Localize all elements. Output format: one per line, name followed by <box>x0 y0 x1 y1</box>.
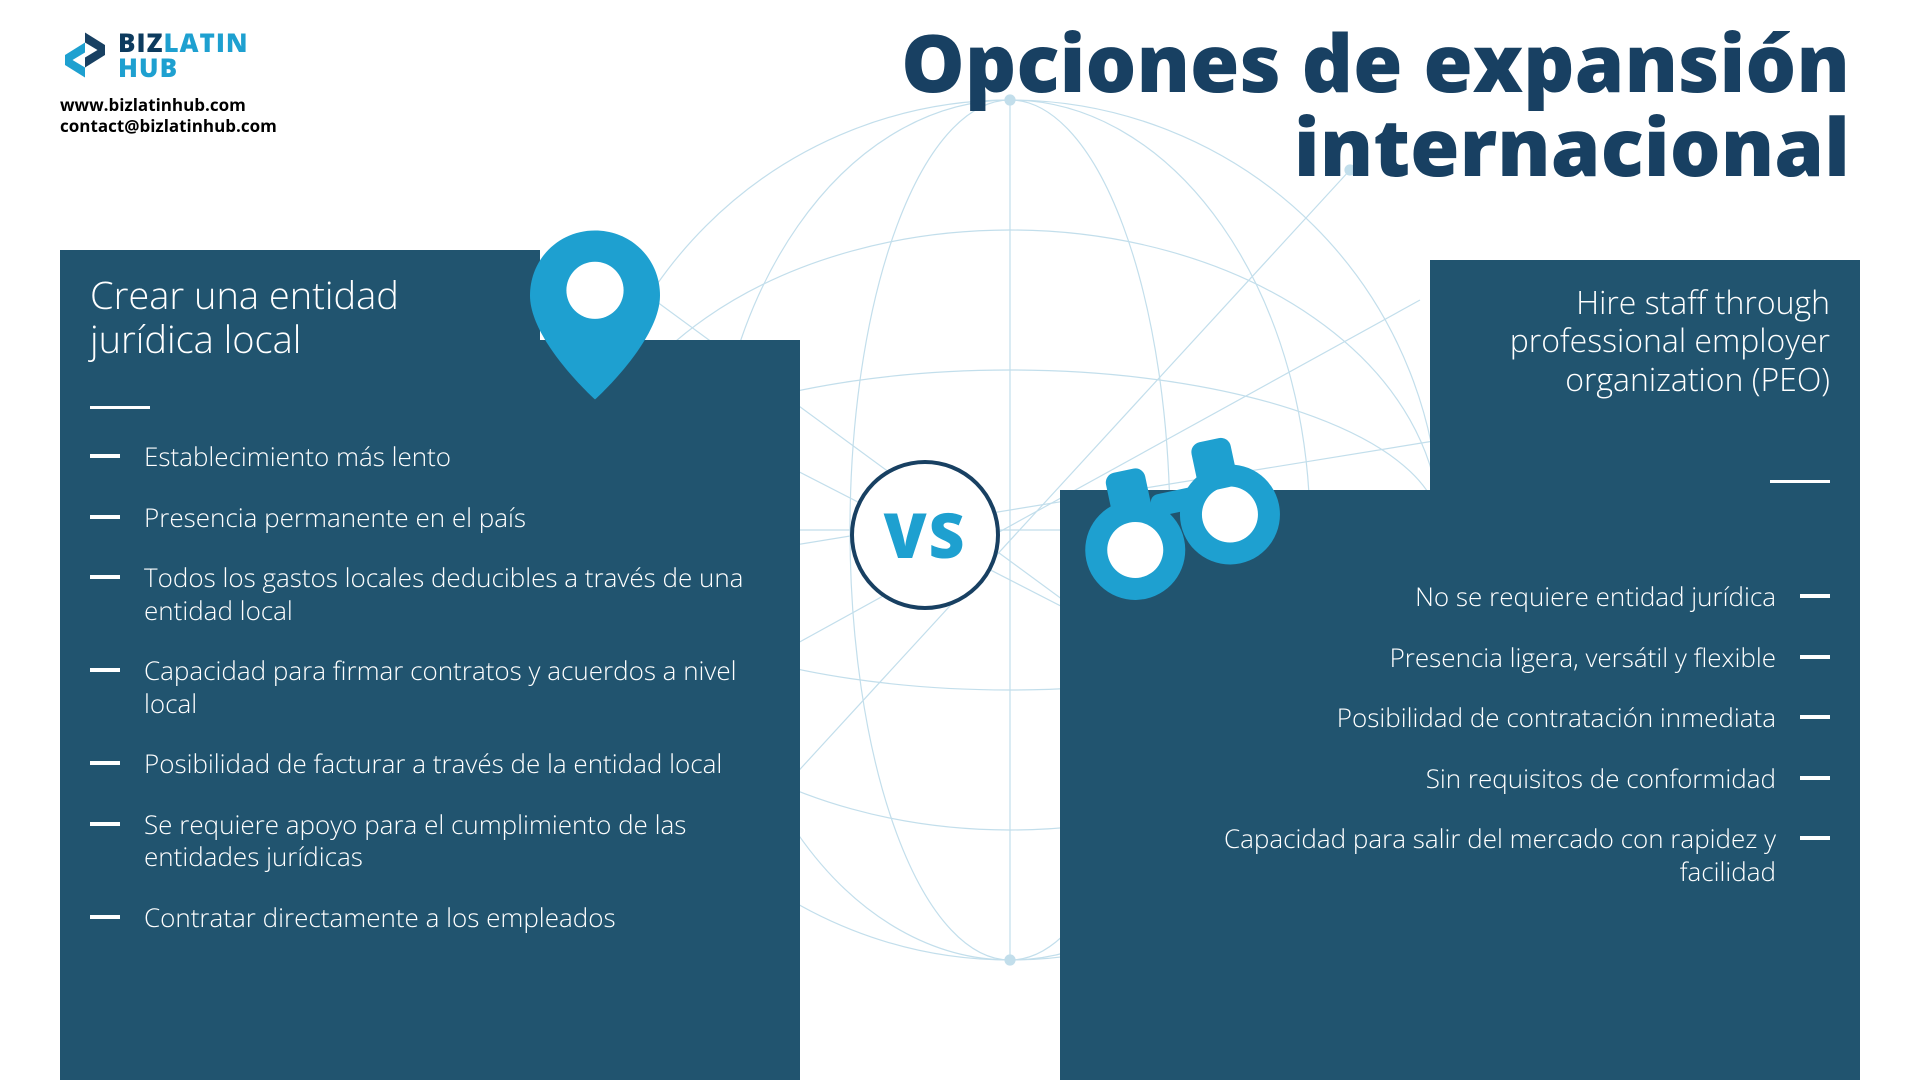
left-item: Se requiere apoyo para el cumplimiento d… <box>90 808 770 873</box>
brand-logo: BIZLATIN HUB <box>60 30 277 80</box>
dash-icon <box>90 515 120 519</box>
vs-badge: VS <box>850 460 1000 610</box>
brand-block: BIZLATIN HUB www.bizlatinhub.com contact… <box>60 30 277 137</box>
right-item-text: Posibilidad de contratación inmediata <box>1337 701 1776 734</box>
brand-email: contact@bizlatinhub.com <box>60 115 277 136</box>
left-item-text: Posibilidad de facturar a través de la e… <box>144 747 722 780</box>
left-item: Establecimiento más lento <box>90 440 770 473</box>
left-item: Presencia permanente en el país <box>90 501 770 534</box>
page-title: Opciones de expansión internacional <box>901 20 1850 188</box>
right-item-text: No se requiere entidad jurídica <box>1415 580 1776 613</box>
left-item-text: Capacidad para firmar contratos y acuerd… <box>144 654 770 719</box>
right-item: Capacidad para salir del mercado con rap… <box>1110 822 1830 887</box>
dash-icon <box>90 761 120 765</box>
left-panel-heading: Crear una entidad jurídica local <box>60 250 540 390</box>
vs-label: VS <box>884 493 967 577</box>
right-list: No se requiere entidad jurídica Presenci… <box>1110 580 1830 915</box>
right-item: Sin requisitos de conformidad <box>1110 762 1830 795</box>
dash-icon <box>90 822 120 826</box>
left-item-text: Se requiere apoyo para el cumplimiento d… <box>144 808 770 873</box>
dash-icon <box>1800 655 1830 659</box>
right-item-text: Presencia ligera, versátil y flexible <box>1390 641 1776 674</box>
left-item: Capacidad para firmar contratos y acuerd… <box>90 654 770 719</box>
dash-icon <box>1800 836 1830 840</box>
dash-icon <box>90 668 120 672</box>
right-item-text: Sin requisitos de conformidad <box>1426 762 1776 795</box>
right-item-text: Capacidad para salir del mercado con rap… <box>1156 822 1776 887</box>
left-item: Todos los gastos locales deducibles a tr… <box>90 561 770 626</box>
left-item-text: Todos los gastos locales deducibles a tr… <box>144 561 770 626</box>
left-list: Establecimiento más lento Presencia perm… <box>90 440 770 961</box>
dash-icon <box>1800 594 1830 598</box>
left-item-text: Establecimiento más lento <box>144 440 451 473</box>
dash-icon <box>90 915 120 919</box>
left-item: Posibilidad de facturar a través de la e… <box>90 747 770 780</box>
map-pin-icon <box>530 230 660 400</box>
dash-icon <box>90 575 120 579</box>
left-heading-underline <box>90 406 150 409</box>
brand-name-hub: HUB <box>118 55 249 80</box>
left-item: Contratar directamente a los empleados <box>90 901 770 934</box>
left-item-text: Contratar directamente a los empleados <box>144 901 616 934</box>
right-heading-underline <box>1770 480 1830 483</box>
dash-icon <box>1800 776 1830 780</box>
page-title-line2: internacional <box>901 104 1850 188</box>
brand-website: www.bizlatinhub.com <box>60 94 277 115</box>
right-item: Posibilidad de contratación inmediata <box>1110 701 1830 734</box>
right-panel-heading: Hire staff through professional employer… <box>1430 260 1860 490</box>
left-item-text: Presencia permanente en el país <box>144 501 526 534</box>
binoculars-icon <box>1060 430 1300 610</box>
right-item: Presencia ligera, versátil y flexible <box>1110 641 1830 674</box>
brand-mark-icon <box>60 30 110 80</box>
dash-icon <box>90 454 120 458</box>
dash-icon <box>1800 715 1830 719</box>
